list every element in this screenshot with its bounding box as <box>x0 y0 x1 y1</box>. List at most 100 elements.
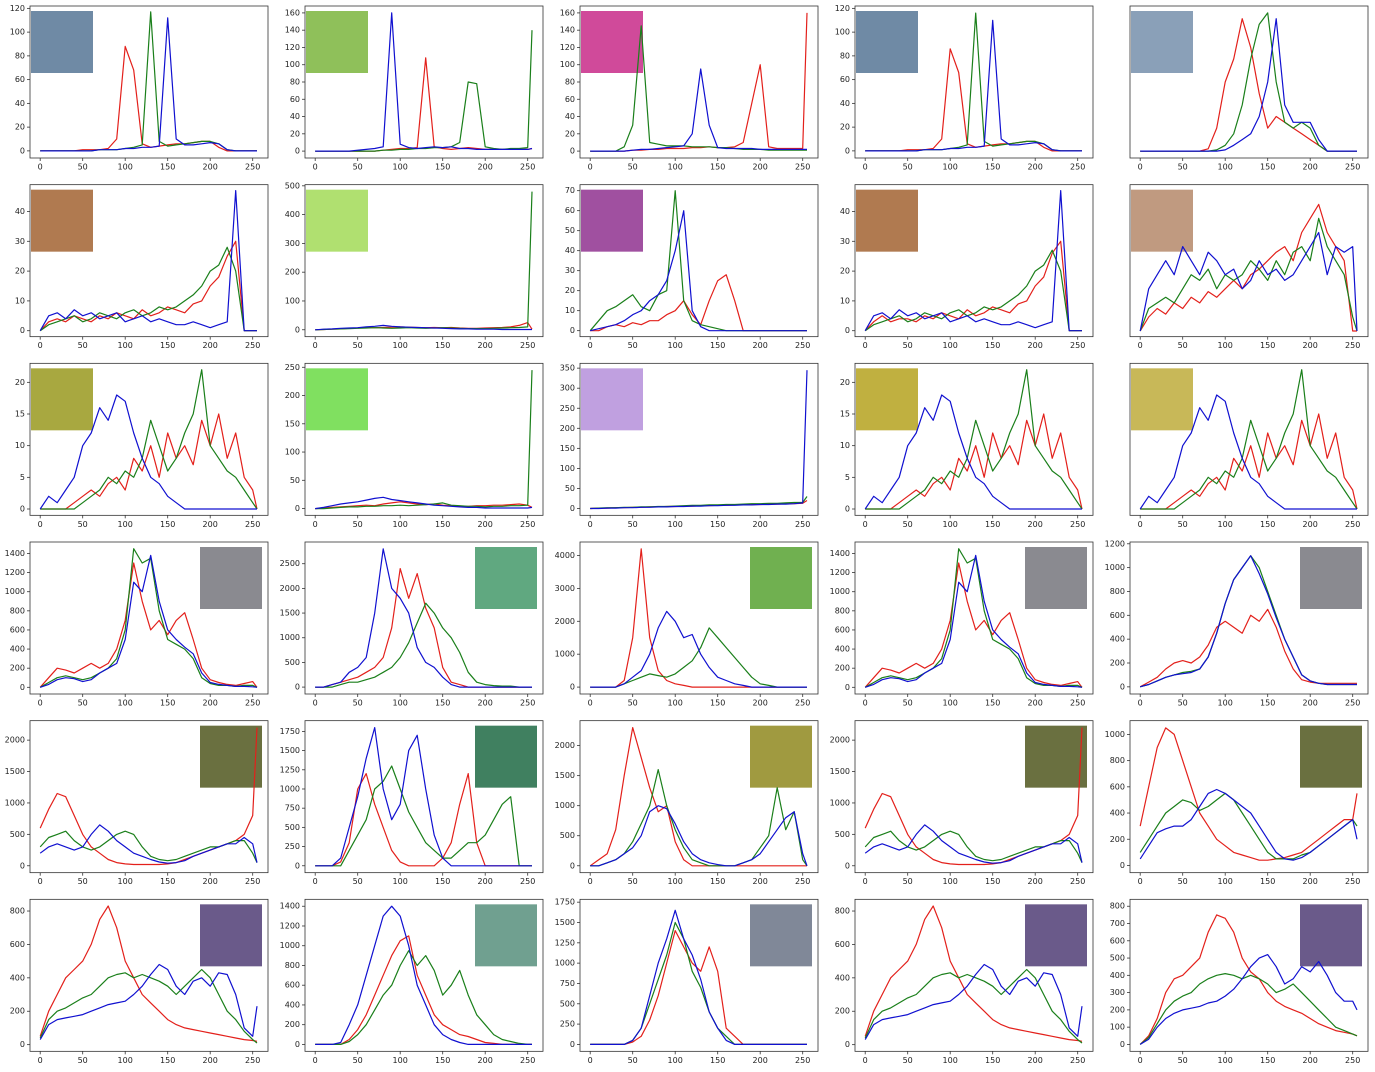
x-tick-label: 50 <box>903 341 913 350</box>
y-tick-label: 400 <box>835 645 850 654</box>
x-tick-label: 250 <box>245 341 260 350</box>
y-tick-label: 800 <box>285 961 300 970</box>
y-tick-label: 350 <box>560 364 575 373</box>
thumbnail <box>750 904 812 966</box>
y-tick-label: 120 <box>560 43 575 52</box>
y-tick-label: 1400 <box>830 549 850 558</box>
histogram-line <box>40 241 257 330</box>
x-tick-label: 50 <box>78 1056 88 1065</box>
x-tick-label: 100 <box>668 341 683 350</box>
x-tick-label: 150 <box>160 341 175 350</box>
x-tick-label: 100 <box>1218 163 1233 172</box>
y-tick-label: 0 <box>295 861 300 870</box>
x-tick-label: 150 <box>160 520 175 529</box>
y-tick-label: 500 <box>285 823 300 832</box>
thumbnail <box>1025 904 1087 966</box>
x-tick-label: 150 <box>985 877 1000 886</box>
x-tick-label: 0 <box>1138 699 1143 708</box>
y-tick-label: 10 <box>15 296 25 305</box>
y-tick-label: 1400 <box>5 549 25 558</box>
y-tick-label: 200 <box>10 664 25 673</box>
x-tick-label: 150 <box>160 877 175 886</box>
thumbnail <box>306 11 368 73</box>
thumbnail <box>200 726 262 788</box>
x-tick-label: 50 <box>353 699 363 708</box>
x-tick-label: 50 <box>628 877 638 886</box>
y-tick-label: 1500 <box>555 918 575 927</box>
x-tick-label: 50 <box>628 341 638 350</box>
y-tick-label: 0 <box>295 504 300 513</box>
x-tick-label: 250 <box>795 341 810 350</box>
x-tick-label: 250 <box>245 877 260 886</box>
x-tick-label: 150 <box>160 1056 175 1065</box>
y-tick-label: 4000 <box>555 551 575 560</box>
x-tick-label: 0 <box>863 341 868 350</box>
x-tick-label: 100 <box>393 877 408 886</box>
x-tick-label: 200 <box>478 163 493 172</box>
x-tick-label: 0 <box>38 520 43 529</box>
x-tick-label: 200 <box>753 163 768 172</box>
x-tick-label: 50 <box>1178 699 1188 708</box>
thumbnail <box>581 190 643 252</box>
y-tick-label: 1500 <box>280 609 300 618</box>
y-tick-label: 100 <box>285 448 300 457</box>
x-tick-label: 250 <box>245 699 260 708</box>
x-tick-label: 0 <box>313 877 318 886</box>
y-tick-label: 60 <box>15 75 25 84</box>
thumbnail <box>475 726 537 788</box>
x-tick-label: 250 <box>1345 1056 1360 1065</box>
thumbnail <box>856 11 918 73</box>
y-tick-label: 1000 <box>280 941 300 950</box>
x-tick-label: 50 <box>628 520 638 529</box>
y-tick-label: 100 <box>10 28 25 37</box>
y-tick-label: 600 <box>835 625 850 634</box>
y-tick-label: 200 <box>1110 835 1125 844</box>
thumbnail <box>1300 726 1362 788</box>
y-tick-label: 0 <box>20 861 25 870</box>
y-tick-label: 800 <box>10 907 25 916</box>
y-tick-label: 100 <box>560 60 575 69</box>
y-tick-label: 0 <box>20 326 25 335</box>
y-tick-label: 100 <box>835 28 850 37</box>
x-tick-label: 100 <box>118 1056 133 1065</box>
x-tick-label: 100 <box>668 163 683 172</box>
y-tick-label: 1750 <box>555 898 575 907</box>
y-tick-label: 20 <box>840 267 850 276</box>
y-tick-label: 600 <box>1110 936 1125 945</box>
x-tick-label: 0 <box>588 341 593 350</box>
y-tick-label: 500 <box>560 831 575 840</box>
thumbnail <box>31 11 93 73</box>
thumbnail <box>475 547 537 609</box>
y-tick-label: 60 <box>565 95 575 104</box>
x-tick-label: 250 <box>520 1056 535 1065</box>
y-tick-label: 400 <box>835 973 850 982</box>
x-tick-label: 100 <box>668 699 683 708</box>
y-tick-label: 400 <box>1110 635 1125 644</box>
x-tick-label: 250 <box>795 1056 810 1065</box>
y-tick-label: 600 <box>835 940 850 949</box>
y-tick-label: 0 <box>845 683 850 692</box>
y-tick-label: 500 <box>1110 954 1125 963</box>
x-tick-label: 0 <box>1138 520 1143 529</box>
x-tick-label: 200 <box>1028 341 1043 350</box>
x-tick-label: 200 <box>478 699 493 708</box>
y-tick-label: 0 <box>1120 861 1125 870</box>
y-tick-label: 300 <box>560 384 575 393</box>
y-tick-label: 400 <box>10 973 25 982</box>
x-tick-label: 0 <box>38 1056 43 1065</box>
x-tick-label: 50 <box>353 877 363 886</box>
histogram-line <box>590 611 807 687</box>
y-tick-label: 200 <box>835 1007 850 1016</box>
x-tick-label: 200 <box>1303 877 1318 886</box>
thumbnail <box>1300 547 1362 609</box>
y-tick-label: 0 <box>295 1040 300 1049</box>
y-tick-label: 160 <box>560 8 575 17</box>
y-tick-label: 200 <box>285 1020 300 1029</box>
thumbnail <box>856 190 918 252</box>
x-tick-label: 50 <box>1178 163 1188 172</box>
x-tick-label: 50 <box>903 163 913 172</box>
y-tick-label: 50 <box>565 484 575 493</box>
x-tick-label: 50 <box>903 699 913 708</box>
x-tick-label: 50 <box>78 341 88 350</box>
x-tick-label: 100 <box>943 163 958 172</box>
